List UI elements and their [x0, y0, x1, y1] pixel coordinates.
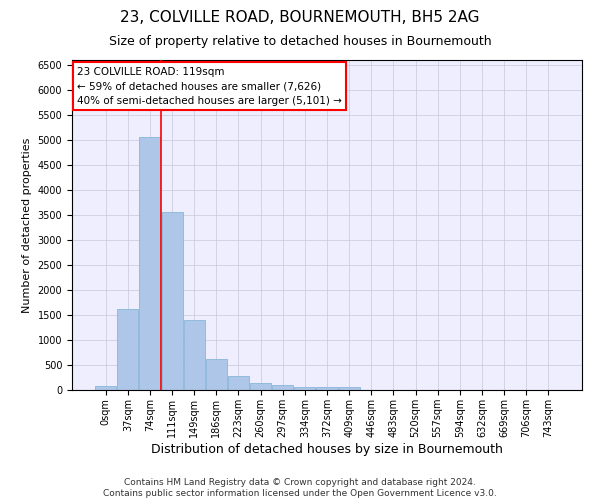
Bar: [295, 386, 316, 390]
Bar: [338, 387, 359, 390]
Bar: [118, 309, 139, 390]
Bar: [250, 383, 271, 390]
Bar: [272, 385, 293, 390]
Bar: [161, 212, 182, 390]
Text: Contains HM Land Registry data © Crown copyright and database right 2024.
Contai: Contains HM Land Registry data © Crown c…: [103, 478, 497, 498]
Bar: [184, 320, 205, 390]
Y-axis label: Number of detached properties: Number of detached properties: [22, 138, 32, 312]
Text: Size of property relative to detached houses in Bournemouth: Size of property relative to detached ho…: [109, 35, 491, 48]
Bar: [206, 359, 227, 390]
Bar: [139, 137, 160, 390]
Text: 23, COLVILLE ROAD, BOURNEMOUTH, BH5 2AG: 23, COLVILLE ROAD, BOURNEMOUTH, BH5 2AG: [120, 10, 480, 25]
Bar: [95, 386, 116, 390]
Text: 23 COLVILLE ROAD: 119sqm
← 59% of detached houses are smaller (7,626)
40% of sem: 23 COLVILLE ROAD: 119sqm ← 59% of detach…: [77, 66, 342, 106]
X-axis label: Distribution of detached houses by size in Bournemouth: Distribution of detached houses by size …: [151, 442, 503, 456]
Bar: [228, 376, 249, 390]
Bar: [316, 387, 338, 390]
